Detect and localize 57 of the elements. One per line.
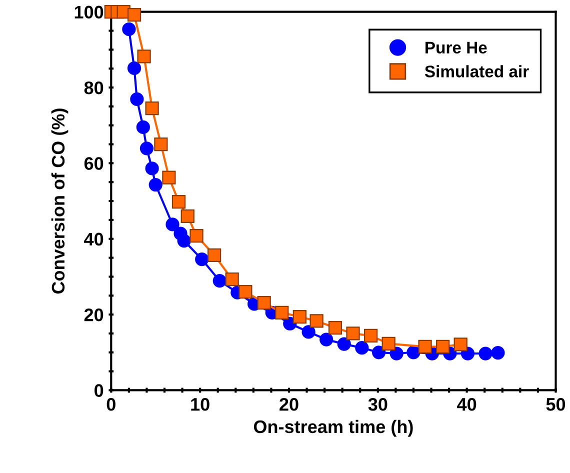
legend-label: Pure He <box>426 42 487 54</box>
point <box>346 326 360 340</box>
point <box>136 120 150 134</box>
x-axis-title: On-stream time (h) <box>254 420 413 437</box>
y-axis-title: Conversion of CO (%) <box>51 108 68 294</box>
x-tick-label: 30 <box>368 398 388 411</box>
y-tick-label: 100 <box>74 6 104 19</box>
y-tick-label: 20 <box>84 308 104 322</box>
point <box>238 285 252 299</box>
y-tick-label: 0 <box>94 384 104 397</box>
y-tick-label: 80 <box>84 81 104 94</box>
point <box>145 162 159 176</box>
point <box>195 252 209 266</box>
point <box>364 328 378 343</box>
x-tick-label: 40 <box>457 398 476 411</box>
point <box>172 194 186 209</box>
point <box>436 340 450 354</box>
x-tick-label: 10 <box>191 398 210 411</box>
point <box>337 337 351 351</box>
x-tick-label: 20 <box>280 398 298 411</box>
point <box>328 320 342 335</box>
point <box>478 346 492 360</box>
point <box>302 325 316 339</box>
point <box>225 272 239 286</box>
point <box>180 209 194 223</box>
point <box>310 314 324 328</box>
point <box>355 341 369 355</box>
point <box>137 50 151 64</box>
point <box>275 306 289 320</box>
point <box>145 102 159 116</box>
point <box>162 170 176 184</box>
y-tick-label: 40 <box>84 232 104 246</box>
y-tick-label: 60 <box>84 157 104 170</box>
point <box>212 274 226 288</box>
point <box>491 346 505 360</box>
point <box>140 142 154 156</box>
point <box>372 346 386 360</box>
x-tick-label: 50 <box>546 398 566 411</box>
point <box>130 92 144 106</box>
point <box>127 8 142 22</box>
point <box>390 346 404 360</box>
point <box>154 137 168 152</box>
point <box>190 229 204 243</box>
point <box>148 178 162 192</box>
point <box>257 296 271 310</box>
point <box>382 336 396 350</box>
point <box>454 338 468 352</box>
legend-label: Simulated air <box>424 65 529 78</box>
point <box>122 22 136 36</box>
point <box>207 248 222 262</box>
point <box>166 218 180 232</box>
point <box>320 332 334 346</box>
point <box>418 340 432 354</box>
x-tick-label: 0 <box>106 398 116 411</box>
point <box>292 310 306 324</box>
point <box>177 234 191 248</box>
point <box>127 61 142 76</box>
